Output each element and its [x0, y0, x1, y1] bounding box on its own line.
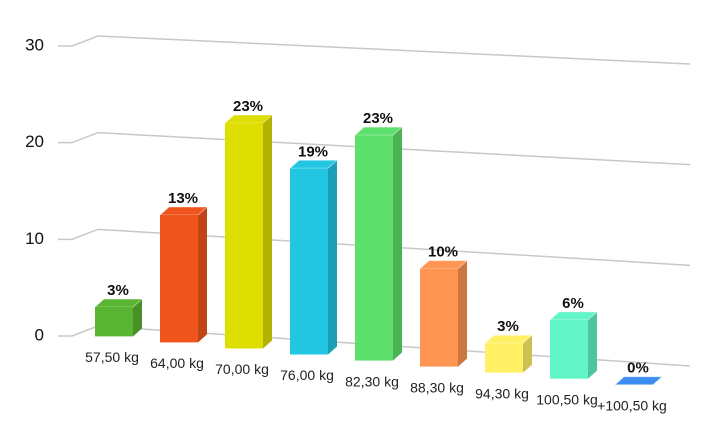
bar-top	[288, 159, 339, 169]
bar-group	[483, 334, 534, 373]
bar-top	[93, 298, 144, 308]
bar	[160, 215, 198, 343]
bar-side	[328, 160, 337, 355]
value-label: 3%	[107, 282, 129, 299]
bar-top	[353, 126, 404, 136]
bar	[420, 268, 458, 367]
bar-top	[158, 206, 209, 216]
bar-group	[548, 311, 599, 379]
bar	[95, 306, 133, 337]
value-label: 23%	[363, 110, 393, 127]
x-tick-label: 94,30 kg	[475, 385, 529, 401]
x-tick-label: 70,00 kg	[215, 361, 269, 377]
bar-side	[198, 207, 207, 343]
bar-side	[263, 115, 272, 349]
value-label: 19%	[298, 143, 328, 160]
bar	[290, 168, 328, 355]
y-tick-label: 30	[25, 35, 44, 54]
bar	[550, 319, 588, 379]
bar-group	[93, 298, 144, 337]
bar-group	[288, 159, 339, 355]
bar-group	[223, 114, 274, 349]
value-label: 6%	[562, 295, 584, 312]
bar-side	[523, 335, 532, 373]
value-label: 3%	[497, 318, 519, 335]
bar-side	[133, 298, 142, 337]
x-tick-label: 57,50 kg	[85, 349, 139, 365]
bar-group	[158, 206, 209, 343]
value-label: 23%	[233, 98, 263, 115]
x-tick-label: 88,30 kg	[410, 379, 464, 395]
y-tick-label: 10	[25, 229, 44, 248]
y-tick-label: 20	[25, 132, 44, 151]
y-tick-label: 0	[35, 325, 44, 344]
bar-top	[483, 334, 534, 344]
grid-line	[58, 35, 691, 65]
x-tick-label: 82,30 kg	[345, 373, 399, 389]
x-tick-label: 64,00 kg	[150, 355, 204, 371]
value-label: 13%	[168, 190, 198, 207]
bar-side	[393, 127, 402, 361]
bar	[485, 343, 523, 373]
bar-top	[418, 260, 469, 270]
x-tick-label: 100,50 kg	[536, 391, 598, 407]
bar-top	[613, 376, 664, 386]
bar-side	[458, 260, 467, 367]
bar-top	[223, 114, 274, 124]
bar	[355, 135, 393, 361]
x-tick-label: +100,50 kg	[597, 397, 667, 413]
bar-group	[418, 260, 469, 367]
bar-group	[353, 126, 404, 361]
bar	[225, 123, 263, 349]
value-label: 10%	[428, 244, 458, 261]
bar-side	[588, 311, 597, 379]
x-tick-label: 76,00 kg	[280, 367, 334, 383]
bar-top	[548, 311, 599, 321]
value-label: 0%	[627, 360, 649, 377]
bar-group	[613, 376, 664, 386]
